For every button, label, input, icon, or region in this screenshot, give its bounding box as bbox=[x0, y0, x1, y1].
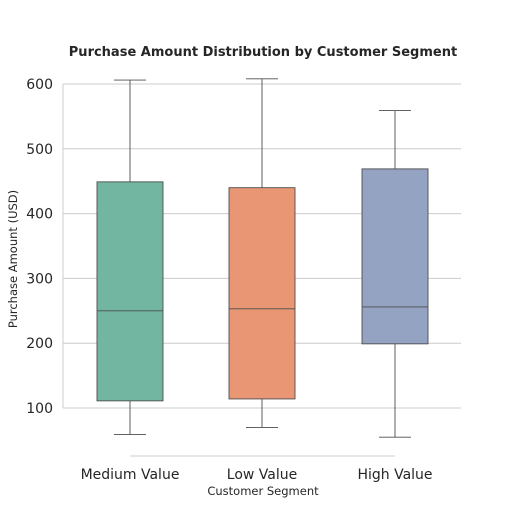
y-tick-label-600: 600 bbox=[26, 77, 53, 93]
iqr-box bbox=[228, 187, 296, 400]
boxes bbox=[96, 78, 429, 438]
chart-title: Purchase Amount Distribution by Customer… bbox=[69, 45, 457, 60]
box-medium-value bbox=[96, 79, 164, 436]
y-tick-label-500: 500 bbox=[26, 142, 53, 158]
x-tick-label-high-value: High Value bbox=[357, 467, 432, 483]
x-tick-label-medium-value: Medium Value bbox=[81, 467, 180, 483]
y-tick-label-300: 300 bbox=[26, 271, 53, 287]
tick-labels: 100 200 300 400 500 600 Medium Value Low Value H… bbox=[26, 77, 432, 483]
y-tick-label-400: 400 bbox=[26, 207, 53, 223]
box-high-value bbox=[361, 110, 429, 438]
iqr-box bbox=[96, 181, 164, 402]
box-low-value bbox=[228, 78, 296, 428]
y-tick-label-100: 100 bbox=[26, 401, 53, 417]
iqr-box bbox=[361, 168, 429, 345]
axes bbox=[62, 84, 395, 457]
x-tick-label-low-value: Low Value bbox=[227, 467, 297, 483]
x-axis-label: Customer Segment bbox=[207, 484, 319, 498]
y-axis-label: Purchase Amount (USD) bbox=[6, 190, 20, 328]
y-tick-label-200: 200 bbox=[26, 336, 53, 352]
